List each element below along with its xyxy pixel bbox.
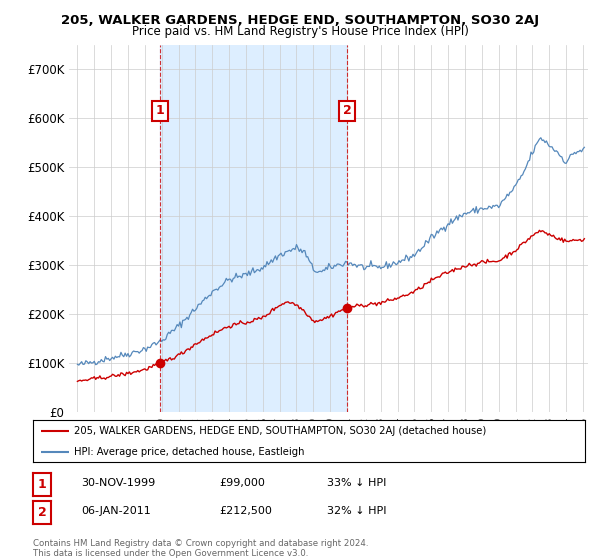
Text: Price paid vs. HM Land Registry's House Price Index (HPI): Price paid vs. HM Land Registry's House … xyxy=(131,25,469,38)
Text: 2: 2 xyxy=(343,104,352,118)
Text: £212,500: £212,500 xyxy=(219,506,272,516)
Text: 205, WALKER GARDENS, HEDGE END, SOUTHAMPTON, SO30 2AJ: 205, WALKER GARDENS, HEDGE END, SOUTHAMP… xyxy=(61,14,539,27)
Text: £99,000: £99,000 xyxy=(219,478,265,488)
Bar xyxy=(160,45,347,412)
Text: 1: 1 xyxy=(156,104,165,118)
Text: Contains HM Land Registry data © Crown copyright and database right 2024.
This d: Contains HM Land Registry data © Crown c… xyxy=(33,539,368,558)
Text: 1: 1 xyxy=(38,478,46,491)
Text: 06-JAN-2011: 06-JAN-2011 xyxy=(81,506,151,516)
Text: 33% ↓ HPI: 33% ↓ HPI xyxy=(327,478,386,488)
Text: 30-NOV-1999: 30-NOV-1999 xyxy=(81,478,155,488)
Text: 2: 2 xyxy=(38,506,46,519)
Text: 205, WALKER GARDENS, HEDGE END, SOUTHAMPTON, SO30 2AJ (detached house): 205, WALKER GARDENS, HEDGE END, SOUTHAMP… xyxy=(74,426,487,436)
Text: 32% ↓ HPI: 32% ↓ HPI xyxy=(327,506,386,516)
Text: HPI: Average price, detached house, Eastleigh: HPI: Average price, detached house, East… xyxy=(74,447,305,457)
